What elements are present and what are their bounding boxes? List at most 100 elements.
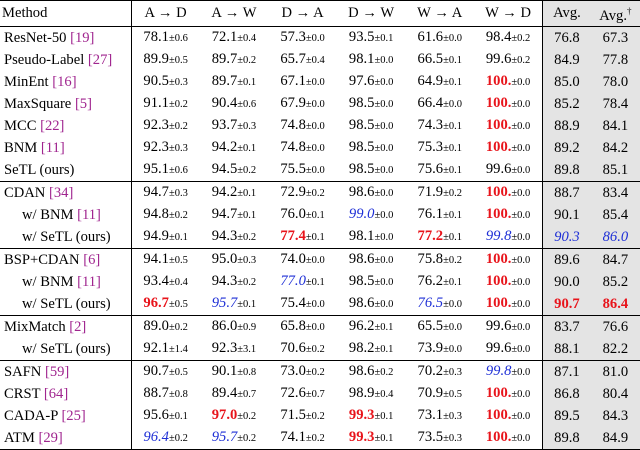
score-std: ±0.3 <box>168 76 188 88</box>
method-name: MixMatch <box>4 318 70 335</box>
score-cell: 90.5±0.3 <box>131 71 200 93</box>
score-value: 86.0 <box>211 317 238 334</box>
score-std: ±0.1 <box>443 76 462 88</box>
score-std: ±0.0 <box>511 343 531 355</box>
score-cell: 90.7±0.5 <box>131 359 200 383</box>
score-std: ±0.0 <box>511 254 531 266</box>
table-row: MaxSquare [5] 91.1±0.2 90.4±0.6 67.9±0.0 98.… <box>0 92 640 115</box>
method-name: Pseudo-Label <box>4 51 88 68</box>
score-std: ±0.0 <box>374 54 394 66</box>
score-std: ±0.0 <box>511 432 531 444</box>
table-row: SeTL (ours) 95.1±0.6 94.5±0.2 75.5±0.0 98.5±… <box>0 158 640 182</box>
method-cell: MixMatch [2] <box>0 314 132 338</box>
avg-dagger-value: 67.3 <box>602 29 629 46</box>
score-std: ±0.1 <box>374 432 394 444</box>
score-std: ±0.0 <box>374 98 394 110</box>
method-cell: Pseudo-Label [27] <box>0 48 132 71</box>
score-std: ±0.0 <box>374 120 394 132</box>
score-std: ±0.0 <box>511 388 531 400</box>
score-value: 98.6 <box>348 362 375 379</box>
score-value: 66.4 <box>417 94 444 111</box>
score-std: ±0.0 <box>443 343 462 355</box>
avg-cell: 87.1 <box>542 359 591 383</box>
score-std: ±0.0 <box>305 98 325 110</box>
avg-value: 89.8 <box>554 429 580 446</box>
method-cell: ATM [29] <box>0 426 132 450</box>
score-std: ±0.0 <box>374 142 394 154</box>
score-cell: 100.±0.0 <box>474 114 544 137</box>
score-value: 94.2 <box>211 183 238 200</box>
score-cell: 73.5±0.3 <box>405 426 475 450</box>
score-value: 65.8 <box>280 317 306 334</box>
score-value: 71.5 <box>280 406 306 423</box>
score-cell: 97.0±0.2 <box>200 405 269 427</box>
score-std: ±0.0 <box>511 231 531 243</box>
avg-dagger-cell: 78.0 <box>590 70 640 93</box>
method-cell: CDAN [34] <box>0 180 132 204</box>
score-value: 98.6 <box>348 250 375 267</box>
score-std: ±0.0 <box>374 164 394 176</box>
score-std: ±0.0 <box>374 76 394 88</box>
table-row: w/ BNM [11] 94.8±0.2 94.7±0.1 76.0±0.1 99.0±… <box>0 203 640 226</box>
method-name: CDAN <box>4 184 49 201</box>
method-cell: MinEnt [16] <box>0 70 132 93</box>
method-cell: SeTL (ours) <box>0 158 132 182</box>
citation-ref: [11] <box>77 273 101 290</box>
score-cell: 65.7±0.4 <box>268 49 337 71</box>
score-std: ±0.7 <box>305 388 325 400</box>
method-name: CRST <box>4 385 44 402</box>
score-std: ±0.2 <box>305 343 325 355</box>
score-std: ±0.3 <box>168 187 188 199</box>
score-cell: 75.4±0.0 <box>268 293 337 316</box>
avg-dagger-value: 84.3 <box>602 407 629 424</box>
avg-cell: 89.6 <box>542 247 591 271</box>
score-cell: 94.3±0.2 <box>200 271 269 293</box>
avg-dagger-cell: 67.3 <box>590 26 640 49</box>
score-value: 95.1 <box>143 160 169 177</box>
score-std: ±0.0 <box>374 254 394 266</box>
score-cell: 75.8±0.2 <box>405 247 475 271</box>
score-value: 89.7 <box>211 72 238 89</box>
score-std: ±0.1 <box>443 164 462 176</box>
score-std: ±0.1 <box>374 321 394 333</box>
method-cell: ResNet-50 [19] <box>0 26 132 49</box>
method-name: ATM <box>4 429 39 446</box>
score-value: 93.5 <box>348 28 375 45</box>
score-value: 75.3 <box>417 138 444 155</box>
header-avg-dagger: Avg.† <box>590 0 640 27</box>
score-std: ±0.9 <box>237 321 257 333</box>
table-row: w/ BNM [11] 93.4±0.4 94.3±0.2 77.0±0.1 98.5±… <box>0 270 640 293</box>
score-std: ±0.0 <box>305 32 325 44</box>
avg-value: 90.3 <box>554 228 580 245</box>
avg-dagger-cell: 86.4 <box>590 292 640 316</box>
score-cell: 98.5±0.0 <box>337 159 406 182</box>
score-cell: 95.6±0.1 <box>131 405 200 427</box>
score-std: ±0.2 <box>237 432 257 444</box>
dagger-mark: † <box>626 6 632 16</box>
score-cell: 98.2±0.1 <box>337 338 406 361</box>
avg-dagger-value: 81.0 <box>602 363 629 380</box>
score-cell: 94.3±0.2 <box>200 226 269 249</box>
score-cell: 74.8±0.0 <box>268 137 337 159</box>
score-value: 75.5 <box>280 160 306 177</box>
score-std: ±0.8 <box>237 366 257 378</box>
score-std: ±0.1 <box>237 76 257 88</box>
score-value: 90.5 <box>143 72 169 89</box>
avg-value: 89.2 <box>554 139 580 156</box>
score-cell: 72.1±0.4 <box>200 26 269 49</box>
score-std: ±0.2 <box>237 231 257 243</box>
avg-dagger-cell: 84.1 <box>590 114 640 137</box>
score-cell: 74.8±0.0 <box>268 115 337 137</box>
score-value: 100. <box>485 384 512 401</box>
score-std: ±0.6 <box>237 98 257 110</box>
score-std: ±0.2 <box>374 366 394 378</box>
table-row: MinEnt [16] 90.5±0.3 89.7±0.1 67.1±0.0 97.6±… <box>0 70 640 93</box>
score-value: 75.6 <box>417 160 444 177</box>
avg-cell: 90.7 <box>542 292 591 316</box>
score-std: ±0.6 <box>168 32 188 44</box>
score-value: 100. <box>485 294 512 311</box>
score-std: ±0.1 <box>237 209 257 221</box>
score-cell: 76.0±0.1 <box>268 204 337 226</box>
score-std: ±0.3 <box>237 254 257 266</box>
score-std: ±0.0 <box>374 187 394 199</box>
